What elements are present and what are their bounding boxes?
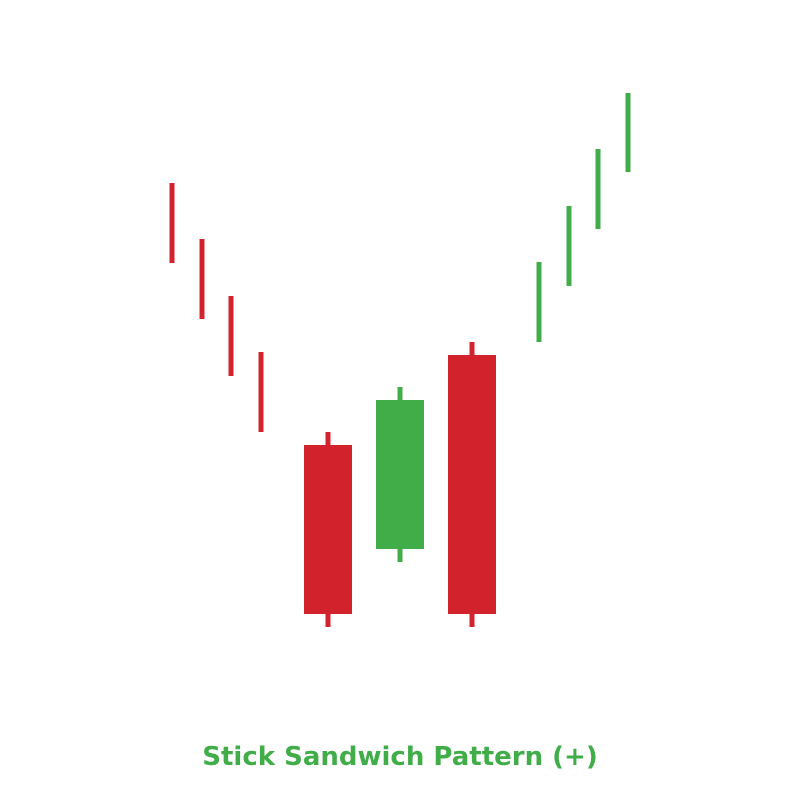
bearish-candle-body-4 <box>304 445 352 614</box>
downtrend-stick-2 <box>228 296 234 376</box>
bearish-candle-body-6 <box>448 355 496 614</box>
bullish-candle-body-5 <box>376 400 424 549</box>
downtrend-stick-1 <box>199 239 205 319</box>
downtrend-stick-0 <box>169 183 175 263</box>
diagram-title: Stick Sandwich Pattern (+) <box>202 742 598 772</box>
downtrend-stick-3 <box>258 352 264 432</box>
uptrend-stick-8 <box>566 206 572 286</box>
uptrend-stick-9 <box>595 149 601 229</box>
uptrend-stick-7 <box>536 262 542 342</box>
uptrend-stick-10 <box>625 93 631 172</box>
